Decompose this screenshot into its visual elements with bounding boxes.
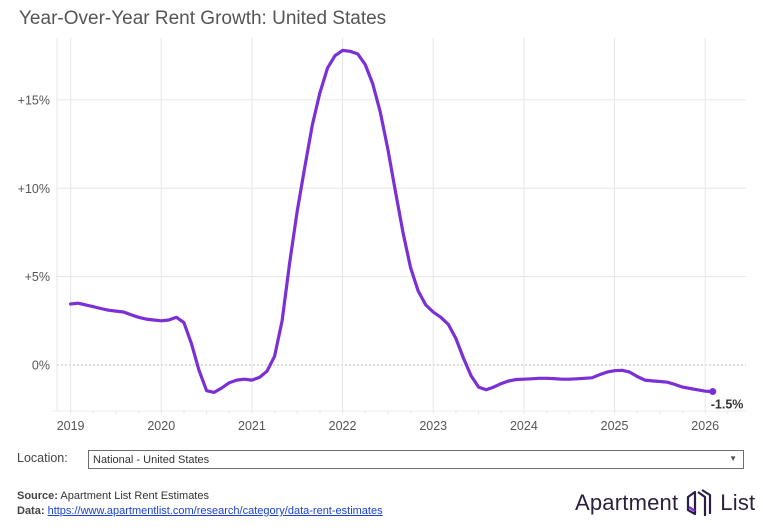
y-gridlines (57, 99, 746, 366)
location-select[interactable]: National - United States ▼ (88, 450, 744, 469)
x-axis (52, 410, 746, 414)
source-label: Source: (17, 490, 58, 502)
series-end-point (709, 388, 717, 396)
x-tick-label: 2025 (601, 419, 629, 433)
x-gridlines (56, 38, 706, 411)
y-tick-label: +5% (25, 270, 50, 284)
x-tick-label: 2026 (691, 419, 719, 433)
y-axis-labels: 0% +5% +10% +15% (18, 93, 50, 372)
x-tick-label: 2019 (57, 419, 85, 433)
source-line: Source: Apartment List Rent Estimates (17, 489, 383, 504)
location-label: Location: (17, 451, 68, 465)
x-tick-label: 2021 (238, 419, 266, 433)
logo-text-list: List (720, 490, 756, 515)
y-tick-label: +15% (18, 93, 50, 107)
footer: Source: Apartment List Rent Estimates Da… (17, 489, 383, 519)
source-value: Apartment List Rent Estimates (60, 490, 209, 502)
apartment-list-logo-icon (687, 489, 712, 516)
logo-text-apartment: Apartment (575, 490, 679, 515)
y-tick-label: +10% (18, 182, 50, 196)
location-select-value: National - United States (93, 454, 210, 466)
x-axis-labels: 2019 2020 2021 2022 2023 2024 2025 2026 (57, 419, 719, 433)
data-label: Data: (17, 505, 45, 517)
x-tick-label: 2023 (419, 419, 447, 433)
series-line (69, 48, 715, 394)
x-tick-label: 2022 (329, 419, 357, 433)
line-chart: 0%+5%+10%+15% 2019 2020 2021 2022 2023 2024 20… (18, 38, 746, 433)
chart-title: Year-Over-Year Rent Growth: United State… (19, 8, 387, 29)
dropdown-arrow-icon: ▼ (729, 454, 737, 463)
x-tick-label: 2024 (510, 419, 538, 433)
series-group: -1.5% (69, 48, 744, 412)
data-line: Data: https://www.apartmentlist.com/rese… (17, 504, 383, 519)
y-tick-label: 0% (32, 359, 50, 373)
series-end-label: -1.5% (711, 398, 744, 412)
apartment-list-logo: Apartment List (575, 488, 755, 518)
x-tick-label: 2020 (147, 419, 175, 433)
data-link[interactable]: https://www.apartmentlist.com/research/c… (47, 505, 383, 517)
